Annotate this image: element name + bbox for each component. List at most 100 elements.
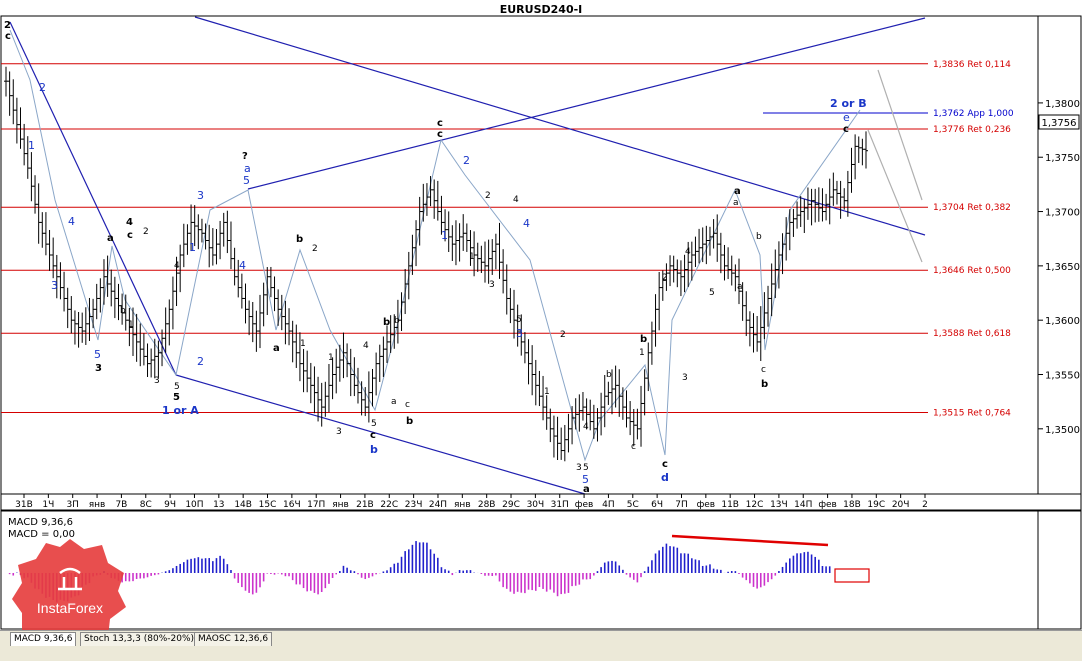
wave-label: 4: [363, 341, 369, 351]
wave-label: b: [394, 316, 400, 326]
wave-label: 4: [513, 195, 519, 205]
wave-label: a: [733, 198, 739, 208]
wave-label: 2: [662, 273, 668, 283]
wave-label: 5: [94, 348, 101, 361]
date-tick-label: фев: [575, 500, 594, 510]
wave-label: 1: [441, 229, 448, 242]
date-tick-label: фев: [697, 500, 716, 510]
date-tick-label: фев: [818, 500, 837, 510]
wave-label: c: [5, 31, 11, 42]
candlestick-series: [4, 66, 868, 462]
channel-line-lower: [175, 374, 586, 495]
wave-label: a: [734, 186, 741, 197]
app-level: 1,3762 App 1,000: [763, 109, 1014, 119]
price-ticks: 1,3800 1,3750 1,3700 1,3650 1,3600 1,3550 1,35…: [1038, 99, 1080, 436]
date-tick-label: 7В: [115, 500, 127, 510]
wave-label: 1 or A: [162, 404, 199, 417]
date-tick-label: 20Ч: [892, 500, 910, 510]
wave-label: e: [843, 111, 850, 124]
wave-label: 3: [51, 279, 58, 292]
wave-label: 5: [371, 419, 377, 429]
main-plot-frame: [0, 15, 1039, 495]
wave-label: b: [406, 416, 413, 427]
price-tick-label: 1,3600: [1045, 316, 1080, 327]
date-tick-label: 16Ч: [283, 500, 301, 510]
fib-label: 1,3588 Ret 0,618: [933, 329, 1011, 339]
channel-line-wave1: [9, 21, 177, 376]
macd-label-2: MACD = 0,00: [8, 529, 75, 540]
macd-panel: [0, 510, 1039, 630]
instaforex-logo: InstaForex: [12, 539, 126, 652]
date-tick-label: 1Ч: [42, 500, 54, 510]
wave-label: c: [127, 230, 133, 241]
wave-label: 5: [583, 463, 589, 473]
date-tick-label: 23Ч: [405, 500, 423, 510]
wave-label: b: [640, 334, 647, 345]
date-tick-label: 22С: [380, 500, 398, 510]
date-tick-label: 7П: [675, 500, 688, 510]
date-ticks: 31B 1Ч 3П янв 7В 8С 9Ч 10П 13 14В 15С 16Ч 17П янв 21В 2…: [15, 494, 928, 510]
date-tick-label: 4П: [602, 500, 615, 510]
wave-label: 1: [328, 353, 334, 363]
tab-macd[interactable]: MACD 9,36,6: [10, 632, 77, 647]
wave-label: 1: [189, 241, 196, 254]
wave-labels: 2 c 4 c a 5 3 b a b c b c a b c b a c e …: [4, 20, 867, 495]
wave-label: 2: [143, 227, 149, 237]
price-tick-label: 1,3750: [1045, 153, 1080, 164]
wave-label: 3: [197, 189, 204, 202]
wave-label: 4: [239, 259, 246, 272]
wave-label: 5: [174, 382, 180, 392]
price-tick-label: 1,3800: [1045, 99, 1080, 110]
wave-label: 2: [560, 330, 566, 340]
wave-label: d: [661, 471, 669, 484]
wave-label: b: [296, 234, 303, 245]
date-tick-label: 12С: [746, 500, 764, 510]
wave-label: 3: [576, 463, 582, 473]
fib-label: 1,3515 Ret 0,764: [933, 409, 1011, 419]
wave-label: b: [383, 317, 390, 328]
wave-label: 2: [463, 154, 470, 167]
wave-label: ?: [242, 151, 248, 162]
wave-label: 3: [489, 280, 495, 290]
trend-channels: [9, 16, 926, 495]
wave-label: b: [370, 443, 378, 456]
date-tick-label: янв: [332, 500, 349, 510]
wave-label: 3: [336, 427, 342, 437]
wave-label: c: [631, 442, 636, 452]
wave-label: 1: [639, 348, 645, 358]
wave-label: 3: [682, 373, 688, 383]
date-tick-label: 29С: [502, 500, 520, 510]
date-tick-label: янв: [454, 500, 471, 510]
wave-label: 3: [154, 376, 160, 386]
date-tick-label: 15С: [259, 500, 277, 510]
wave-label: c: [662, 459, 668, 470]
price-tick-label: 1,3550: [1045, 371, 1080, 382]
app-level-label: 1,3762 App 1,000: [933, 109, 1014, 119]
wave-label: 4: [523, 217, 530, 230]
wave-label: c: [843, 124, 849, 135]
tab-maosc[interactable]: MAOSC 12,36,6: [194, 632, 273, 647]
wave-label: 2: [4, 20, 11, 31]
wave-label: 1: [544, 387, 550, 397]
wave-label: 5: [582, 473, 589, 486]
date-tick-label: 8С: [140, 500, 152, 510]
date-tick-label: 14П: [794, 500, 812, 510]
chart-title: EURUSD240-I: [500, 3, 583, 16]
date-tick-label: 10П: [185, 500, 203, 510]
wave-label: 5: [173, 392, 180, 403]
wave-label: c: [437, 129, 443, 140]
wave-label: 4: [685, 247, 691, 257]
wave-label: c: [405, 400, 410, 410]
date-tick-label: 9Ч: [164, 500, 176, 510]
wave-label: b: [761, 379, 768, 390]
wave-label: a: [107, 233, 114, 244]
wave-label: c: [761, 365, 766, 375]
price-axis: [1037, 15, 1082, 495]
date-tick-label: 28В: [478, 500, 496, 510]
wave-label: a: [391, 397, 397, 407]
tab-stoch[interactable]: Stoch 13,3,3 (80%-20%): [80, 632, 199, 647]
logo-text: InstaForex: [37, 600, 103, 616]
wave-label: 1: [28, 139, 35, 152]
bottom-strip: [0, 646, 1082, 661]
